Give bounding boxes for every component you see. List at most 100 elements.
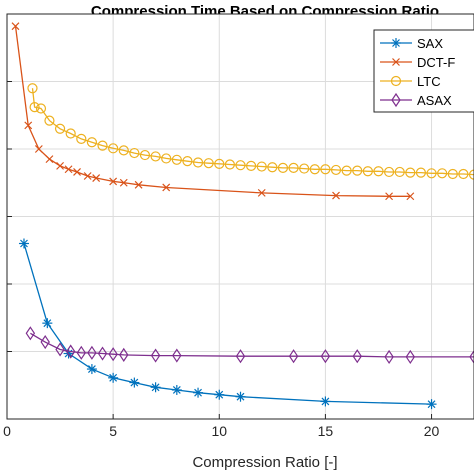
data-point-ltc bbox=[29, 102, 40, 113]
data-point-dct-f bbox=[92, 174, 101, 182]
data-point-ltc bbox=[108, 143, 119, 154]
data-point-ltc bbox=[373, 166, 384, 177]
legend-marker bbox=[392, 58, 400, 66]
data-point-ltc bbox=[150, 151, 161, 162]
data-point-ltc bbox=[415, 167, 427, 178]
series-line-asax bbox=[30, 332, 474, 358]
data-point-dct-f bbox=[56, 161, 64, 170]
data-point-dct-f bbox=[11, 22, 20, 31]
data-point-sax bbox=[150, 382, 161, 393]
legend: SAX DCT-F LTC ASAX bbox=[373, 29, 474, 113]
data-point-ltc bbox=[182, 156, 193, 167]
data-point-sax bbox=[42, 318, 53, 329]
data-point-dct-f bbox=[162, 183, 171, 192]
legend-marker bbox=[391, 38, 401, 48]
data-point-asax bbox=[469, 349, 474, 364]
data-point-ltc bbox=[214, 158, 225, 169]
data-point-ltc bbox=[288, 162, 299, 173]
x-tick-label: 15 bbox=[318, 423, 334, 439]
data-point-ltc bbox=[129, 147, 140, 159]
legend-item-sax: SAX bbox=[380, 36, 443, 51]
data-point-ltc bbox=[405, 167, 416, 178]
legend-item-dct-f: DCT-F bbox=[380, 55, 455, 70]
data-point-sax bbox=[18, 238, 29, 249]
data-point-ltc bbox=[139, 149, 151, 161]
data-point-sax bbox=[426, 399, 437, 410]
data-point-ltc bbox=[203, 158, 214, 169]
data-point-asax bbox=[97, 346, 108, 361]
data-point-ltc bbox=[309, 164, 320, 175]
data-point-asax bbox=[108, 347, 118, 362]
legend-label: LTC bbox=[417, 74, 441, 89]
data-point-asax bbox=[119, 347, 129, 362]
data-point-sax bbox=[129, 377, 140, 388]
data-point-dct-f bbox=[83, 172, 92, 180]
data-point-asax bbox=[384, 349, 394, 364]
data-point-sax bbox=[193, 387, 204, 398]
data-point-ltc bbox=[161, 153, 172, 164]
legend-label: DCT-F bbox=[417, 55, 455, 70]
data-point-sax bbox=[108, 372, 119, 383]
data-point-ltc bbox=[383, 166, 395, 178]
data-point-ltc bbox=[256, 161, 267, 172]
data-point-dct-f bbox=[332, 191, 340, 200]
x-tick-label: 10 bbox=[211, 423, 227, 439]
data-point-dct-f bbox=[73, 168, 81, 176]
data-point-ltc bbox=[447, 168, 458, 180]
data-point-asax bbox=[352, 349, 362, 364]
data-point-dct-f bbox=[134, 180, 143, 189]
data-point-asax bbox=[87, 345, 97, 360]
data-point-dct-f bbox=[45, 155, 54, 164]
data-point-asax bbox=[40, 334, 50, 350]
data-point-asax bbox=[235, 349, 246, 364]
data-point-sax bbox=[171, 384, 182, 395]
x-tick-label: 20 bbox=[424, 423, 440, 439]
data-point-asax bbox=[320, 349, 331, 364]
data-point-ltc bbox=[437, 168, 448, 179]
data-point-ltc bbox=[86, 137, 98, 148]
data-point-asax bbox=[25, 326, 36, 341]
data-point-asax bbox=[76, 345, 87, 360]
data-point-ltc bbox=[76, 133, 87, 144]
data-point-sax bbox=[320, 396, 331, 407]
data-point-ltc bbox=[192, 157, 204, 168]
data-point-ltc bbox=[394, 166, 405, 178]
legend-label: ASAX bbox=[417, 93, 452, 108]
y-axis-ticks bbox=[7, 13, 12, 420]
x-tick-label: 0 bbox=[3, 423, 11, 439]
x-axis-ticks: 0 5 10 15 20 bbox=[3, 414, 440, 439]
data-point-ltc bbox=[352, 165, 363, 176]
legend-marker bbox=[390, 75, 402, 87]
data-point-ltc bbox=[65, 128, 76, 139]
data-point-ltc bbox=[458, 168, 469, 180]
data-point-asax bbox=[150, 348, 161, 363]
series-layer bbox=[11, 22, 474, 410]
data-point-ltc bbox=[224, 159, 235, 170]
data-point-ltc bbox=[27, 83, 38, 94]
data-point-ltc bbox=[277, 162, 289, 173]
data-point-ltc bbox=[468, 169, 474, 180]
data-point-dct-f bbox=[109, 177, 118, 186]
data-point-dct-f bbox=[64, 165, 73, 174]
data-point-ltc bbox=[299, 163, 310, 174]
series-dct-f bbox=[11, 22, 415, 201]
data-point-ltc bbox=[35, 103, 47, 114]
data-point-ltc bbox=[97, 140, 108, 151]
data-point-ltc bbox=[330, 164, 342, 176]
data-point-ltc bbox=[54, 123, 66, 134]
data-point-ltc bbox=[426, 168, 437, 179]
x-tick-label: 5 bbox=[109, 423, 117, 439]
series-asax bbox=[25, 326, 474, 364]
series-ltc bbox=[27, 83, 474, 180]
data-point-asax bbox=[55, 342, 65, 357]
data-point-asax bbox=[405, 349, 416, 364]
data-point-dct-f bbox=[385, 192, 394, 201]
data-point-ltc bbox=[341, 165, 352, 176]
data-point-ltc bbox=[171, 154, 182, 165]
data-point-ltc bbox=[246, 160, 257, 171]
data-point-dct-f bbox=[257, 188, 266, 197]
data-point-ltc bbox=[235, 160, 246, 171]
series-line-ltc bbox=[31, 88, 474, 176]
data-point-ltc bbox=[267, 162, 278, 173]
